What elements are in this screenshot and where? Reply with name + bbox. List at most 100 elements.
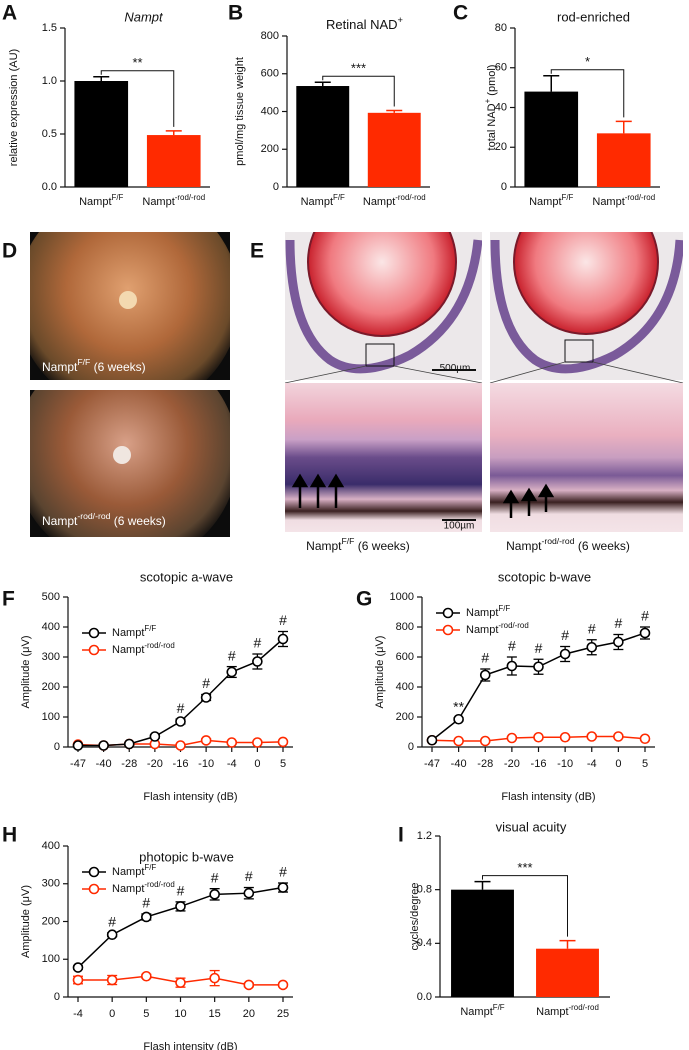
marker: [200, 735, 212, 746]
x-tick-label: 5: [642, 758, 648, 770]
y-tick-label: 0: [54, 991, 60, 1003]
histology-zoom: [490, 383, 683, 532]
y-tick-label: 0.8: [417, 884, 432, 896]
text-part: total NAD: [486, 103, 498, 150]
marker: [277, 736, 289, 748]
text-part: Nampt: [529, 196, 561, 208]
marker: [175, 901, 186, 912]
legend-label: NamptF/F: [112, 624, 156, 639]
annotation: #: [481, 650, 489, 666]
x-tick-label: -10: [198, 758, 214, 770]
annotation: #: [177, 883, 185, 899]
x-tick-label: NamptF/F: [460, 1003, 504, 1018]
marker: [72, 740, 84, 751]
bar: [367, 112, 421, 187]
superscript: F/F: [144, 863, 156, 872]
y-tick-label: 600: [396, 651, 414, 663]
y-tick-label: 400: [261, 105, 279, 117]
legend-label: NamptF/F: [112, 863, 156, 878]
arrows: [291, 473, 555, 518]
superscript: -rod/-rod: [144, 880, 174, 889]
superscript: F/F: [144, 624, 156, 633]
marker: [613, 731, 624, 742]
y-tick-label: 200: [396, 711, 414, 723]
y-axis-label: Amplitude (μV): [20, 636, 32, 709]
text-part: (6 weeks): [575, 539, 630, 553]
annotation: #: [588, 620, 596, 636]
chart-title: rod-enriched: [557, 9, 630, 24]
x-tick-label: -16: [531, 758, 547, 770]
x-tick-label: Nampt-rod/-rod: [536, 1003, 599, 1018]
marker: [209, 972, 220, 984]
x-tick-label: -40: [451, 758, 467, 770]
histology-zoom: [285, 383, 482, 532]
y-tick-label: 400: [42, 840, 60, 852]
y-tick-label: 60: [495, 62, 507, 74]
marker: [72, 974, 84, 986]
chart-title: photopic b-wave: [139, 849, 234, 864]
x-tick-label: 5: [280, 758, 286, 770]
y-tick-label: 0: [408, 741, 414, 753]
x-tick-label: -4: [587, 758, 597, 770]
superscript: F/F: [498, 604, 510, 613]
marker: [98, 740, 109, 751]
y-tick-label: 100: [42, 711, 60, 723]
marker: [106, 974, 118, 986]
text-part: Nampt: [536, 1006, 568, 1018]
marker: [613, 636, 624, 648]
scale-label: 500µm: [440, 363, 471, 374]
x-tick-label: -4: [73, 1008, 83, 1020]
panel-letter: I: [398, 824, 404, 847]
bar: [524, 91, 579, 187]
zoom-line: [489, 361, 566, 384]
annotation: #: [614, 615, 622, 631]
y-tick-label: 300: [42, 878, 60, 890]
x-tick-label: 20: [243, 1008, 255, 1020]
x-tick-label: Nampt-rod/-rod: [142, 193, 205, 208]
legend-label: Nampt-rod/-rod: [112, 880, 175, 895]
panel-letter: A: [2, 2, 17, 25]
y-tick-label: 1.0: [42, 75, 57, 87]
panel-letter: E: [250, 240, 264, 263]
superscript: -rod/-rod: [175, 193, 205, 202]
x-tick-label: NamptF/F: [301, 193, 345, 208]
marker: [277, 979, 289, 991]
superscript: F/F: [77, 357, 90, 367]
y-tick-label: 600: [261, 68, 279, 80]
significance-bracket: [482, 875, 568, 937]
y-tick-label: 200: [42, 681, 60, 693]
chart-title: scotopic b-wave: [498, 569, 591, 584]
superscript: F/F: [333, 193, 345, 202]
y-tick-label: 1.2: [417, 830, 432, 842]
y-tick-label: 1000: [390, 591, 414, 603]
annotation: #: [202, 675, 210, 691]
superscript: -rod/-rod: [541, 536, 574, 546]
annotation: #: [228, 647, 236, 663]
superscript: F/F: [562, 193, 574, 202]
marker: [586, 641, 598, 653]
superscript: -rod/-rod: [625, 193, 655, 202]
bar: [74, 81, 129, 187]
x-tick-label: 5: [143, 1008, 149, 1020]
text-part: Nampt: [112, 627, 144, 639]
text-part: Nampt: [42, 360, 78, 374]
panel-letter: B: [228, 2, 243, 25]
y-axis-label: cycles/degree: [409, 883, 421, 951]
text-part: Nampt: [506, 539, 542, 553]
annotation: #: [508, 638, 516, 654]
zoom-line: [393, 365, 483, 384]
marker: [149, 731, 161, 742]
legend-label: Nampt-rod/-rod: [112, 641, 175, 656]
superscript: F/F: [342, 536, 355, 546]
annotation: #: [177, 700, 185, 716]
y-tick-label: 800: [261, 30, 279, 42]
marker: [175, 716, 186, 727]
marker: [559, 648, 571, 660]
marker: [226, 737, 238, 748]
text-part: Nampt: [112, 883, 144, 895]
marker: [123, 738, 135, 750]
x-tick-label: 15: [209, 1008, 221, 1020]
text-part: Nampt: [301, 196, 333, 208]
y-tick-label: 800: [396, 621, 414, 633]
bar: [451, 889, 514, 997]
